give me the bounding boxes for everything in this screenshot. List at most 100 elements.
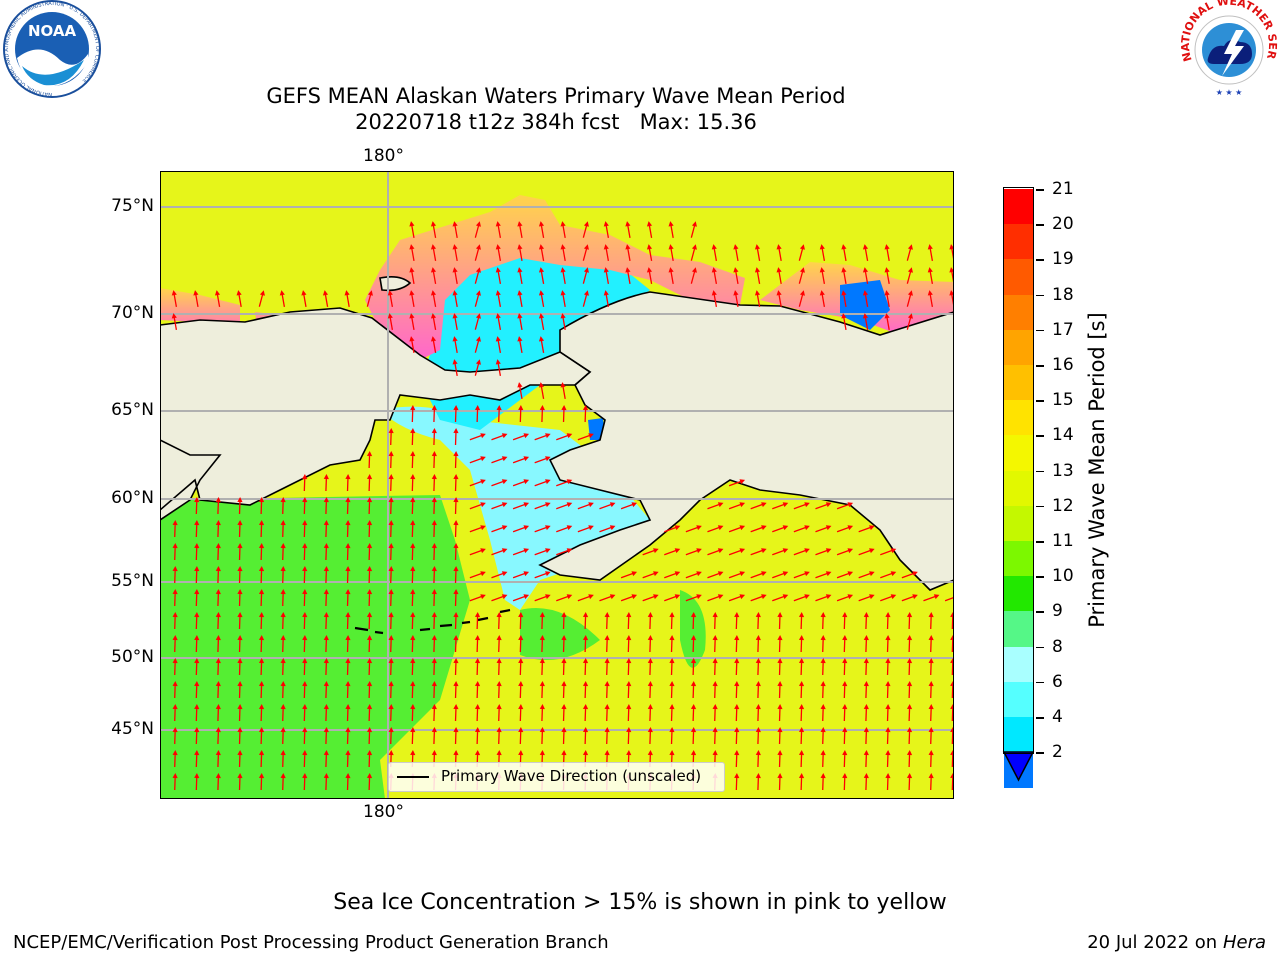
land-alaska [540, 292, 954, 590]
wave-direction-arrow [772, 502, 789, 510]
wave-direction-arrow [194, 658, 200, 676]
wave-direction-arrow [366, 290, 373, 307]
wave-direction-arrow [517, 221, 523, 238]
wave-direction-arrow [690, 704, 697, 722]
wave-direction-arrow [777, 612, 783, 630]
wave-direction-arrow [323, 658, 329, 676]
wave-direction-arrow [772, 594, 789, 602]
wave-direction-arrow [388, 474, 394, 492]
wave-direction-arrow [560, 221, 566, 238]
wave-direction-arrow [258, 635, 265, 653]
wave-direction-arrow [777, 658, 783, 676]
wave-direction-arrow [734, 635, 740, 653]
lat-label-65: 65°N [111, 400, 154, 420]
wave-direction-arrow [733, 244, 739, 261]
wave-direction-arrow [258, 566, 265, 584]
colorbar-tick-label: 16 [1052, 355, 1074, 375]
wave-direction-arrow [452, 313, 458, 330]
wave-direction-arrow [495, 359, 502, 376]
wave-direction-arrow [842, 727, 848, 745]
wave-direction-arrow [279, 290, 286, 307]
wave-direction-arrow [474, 267, 481, 284]
wave-direction-arrow [539, 612, 545, 630]
wave-direction-arrow [863, 681, 869, 699]
wave-direction-arrow [366, 658, 373, 676]
wave-direction-arrow [302, 474, 308, 492]
wave-direction-arrow [280, 658, 286, 676]
wave-direction-arrow [453, 428, 459, 446]
wave-direction-arrow [798, 704, 805, 722]
wave-direction-arrow [366, 727, 373, 745]
wave-direction-arrow [734, 658, 740, 676]
wave-direction-arrow [734, 681, 740, 699]
wave-direction-arrow [430, 313, 437, 330]
wave-direction-arrow [491, 571, 508, 579]
wave-direction-arrow [647, 658, 653, 676]
wave-direction-arrow [755, 612, 761, 630]
wave-direction-arrow [690, 658, 697, 676]
wave-direction-arrow [733, 267, 739, 284]
wave-direction-arrow [582, 704, 589, 722]
wave-direction-arrow [237, 635, 243, 653]
wave-direction-arrow [885, 727, 891, 745]
wave-direction-arrow [777, 681, 783, 699]
wave-direction-arrow [366, 704, 373, 722]
wave-direction-arrow [469, 433, 486, 441]
colorbar-tick-label: 4 [1052, 707, 1063, 727]
wave-direction-arrow [237, 543, 243, 561]
aleutian-island [354, 626, 369, 632]
wave-direction-arrow [539, 635, 545, 653]
wave-direction-arrow [538, 313, 545, 330]
wave-direction-arrow [798, 267, 805, 284]
wave-direction-arrow [646, 221, 653, 238]
wave-direction-arrow [431, 520, 437, 538]
wave-direction-arrow [496, 405, 502, 423]
wave-direction-arrow [474, 359, 481, 376]
wave-direction-arrow [815, 548, 832, 556]
wave-direction-arrow [496, 635, 502, 653]
wave-direction-arrow [345, 543, 351, 561]
wave-direction-arrow [323, 704, 329, 722]
wave-direction-arrow [603, 267, 610, 284]
wave-direction-arrow [906, 704, 913, 722]
wave-direction-arrow [690, 221, 697, 238]
wave-direction-arrow [884, 290, 890, 307]
aleutian-island [477, 616, 489, 622]
wave-direction-arrow [215, 497, 221, 515]
wave-direction-arrow [431, 543, 437, 561]
wave-direction-arrow [410, 704, 416, 722]
wave-direction-arrow [538, 244, 545, 261]
colorbar-title: Primary Wave Mean Period [s] [1085, 312, 1109, 628]
colorbar-segment [1004, 329, 1033, 366]
wave-direction-arrow [366, 451, 373, 469]
wave-direction-arrow [884, 244, 890, 261]
wave-direction-arrow [452, 267, 458, 284]
wave-direction-arrow [366, 681, 373, 699]
wave-direction-arrow [944, 594, 954, 602]
wave-direction-arrow [172, 566, 178, 584]
wave-direction-arrow [734, 773, 740, 791]
wave-direction-arrow [556, 548, 573, 556]
wave-direction-arrow [793, 502, 810, 510]
wave-direction-arrow [685, 594, 702, 602]
wave-direction-arrow [646, 267, 653, 284]
wave-direction-arrow [669, 727, 675, 745]
wave-direction-arrow [728, 525, 746, 533]
wave-direction-arrow [777, 750, 783, 768]
wave-direction-arrow [345, 635, 351, 653]
wave-direction-arrow [194, 497, 200, 515]
wave-direction-arrow [707, 548, 724, 556]
wave-direction-arrow [518, 612, 524, 630]
wave-direction-arrow [431, 635, 437, 653]
wave-direction-arrow [517, 336, 523, 353]
wave-direction-arrow [388, 658, 394, 676]
colorbar-tick-label: 12 [1052, 495, 1074, 516]
wave-direction-arrow [496, 727, 502, 745]
wave-direction-arrow [750, 571, 767, 579]
wave-direction-arrow [474, 221, 481, 238]
wave-direction-arrow [345, 566, 351, 584]
wave-direction-arrow [410, 612, 416, 630]
wave-direction-arrow [561, 635, 567, 653]
wave-direction-arrow [819, 290, 826, 307]
wave-direction-arrow [194, 543, 200, 561]
